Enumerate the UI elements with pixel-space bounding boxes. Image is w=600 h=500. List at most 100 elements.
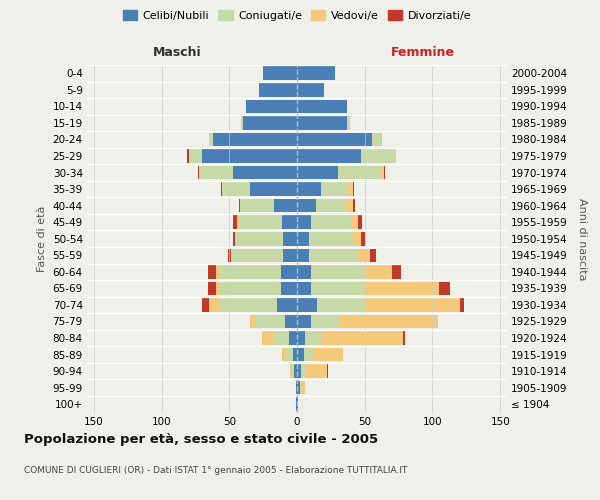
Bar [233,166,297,179]
Bar [297,298,317,312]
Bar [361,232,365,245]
Bar [346,199,353,212]
Bar [216,282,220,295]
Bar [198,166,199,179]
Bar [296,398,297,411]
Bar [297,116,347,130]
Bar [209,132,213,146]
Bar [297,314,311,328]
Bar [297,66,335,80]
Bar [259,83,297,96]
Bar [361,149,395,163]
Bar [209,298,220,312]
Bar [317,298,365,312]
Bar [282,216,297,229]
Bar [349,182,353,196]
Bar [347,116,350,130]
Bar [304,348,313,362]
Bar [233,216,238,229]
Bar [297,364,301,378]
Bar [322,182,349,196]
Bar [239,199,240,212]
Bar [311,265,365,278]
Bar [370,248,376,262]
Bar [262,332,272,345]
Bar [301,381,305,394]
Bar [340,314,438,328]
Bar [220,282,281,295]
Bar [188,149,202,163]
Bar [221,182,223,196]
Bar [245,100,297,113]
Bar [293,348,297,362]
Bar [239,216,282,229]
Bar [297,348,304,362]
Bar [297,100,347,113]
Bar [220,265,281,278]
Bar [365,265,392,278]
Bar [220,298,277,312]
Bar [297,182,322,196]
Bar [296,381,297,394]
Bar [297,83,324,96]
Bar [297,248,309,262]
Bar [358,216,362,229]
Bar [297,332,305,345]
Bar [297,282,311,295]
Bar [371,132,382,146]
Bar [356,248,370,262]
Bar [327,364,328,378]
Bar [281,282,297,295]
Bar [297,149,361,163]
Bar [240,199,274,212]
Bar [241,116,243,130]
Bar [290,364,292,378]
Bar [297,216,311,229]
Bar [223,182,250,196]
Bar [274,199,297,212]
Bar [292,364,294,378]
Bar [202,149,297,163]
Y-axis label: Anni di nascita: Anni di nascita [577,198,587,280]
Bar [243,116,297,130]
Bar [285,314,297,328]
Bar [208,282,216,295]
Bar [307,364,327,378]
Bar [316,199,346,212]
Bar [208,265,216,278]
Bar [381,166,384,179]
Bar [230,248,232,262]
Legend: Celibi/Nubili, Coniugati/e, Vedovi/e, Divorziati/e: Celibi/Nubili, Coniugati/e, Vedovi/e, Di… [121,8,473,23]
Bar [297,199,316,212]
Bar [187,149,188,163]
Bar [228,248,230,262]
Text: Femmine: Femmine [391,46,455,59]
Bar [236,232,283,245]
Bar [297,265,311,278]
Bar [313,348,343,362]
Bar [384,166,385,179]
Bar [277,298,297,312]
Bar [297,232,309,245]
Bar [286,348,293,362]
Bar [238,216,239,229]
Bar [311,216,351,229]
Bar [365,282,439,295]
Bar [311,282,365,295]
Bar [353,199,355,212]
Bar [282,348,286,362]
Bar [353,182,354,196]
Bar [272,332,289,345]
Bar [213,132,297,146]
Text: Popolazione per età, sesso e stato civile - 2005: Popolazione per età, sesso e stato civil… [24,432,378,446]
Text: Maschi: Maschi [152,46,202,59]
Bar [309,248,356,262]
Bar [322,332,403,345]
Bar [309,232,354,245]
Bar [300,381,301,394]
Bar [403,332,406,345]
Bar [281,265,297,278]
Bar [297,132,371,146]
Bar [297,398,298,411]
Bar [301,364,307,378]
